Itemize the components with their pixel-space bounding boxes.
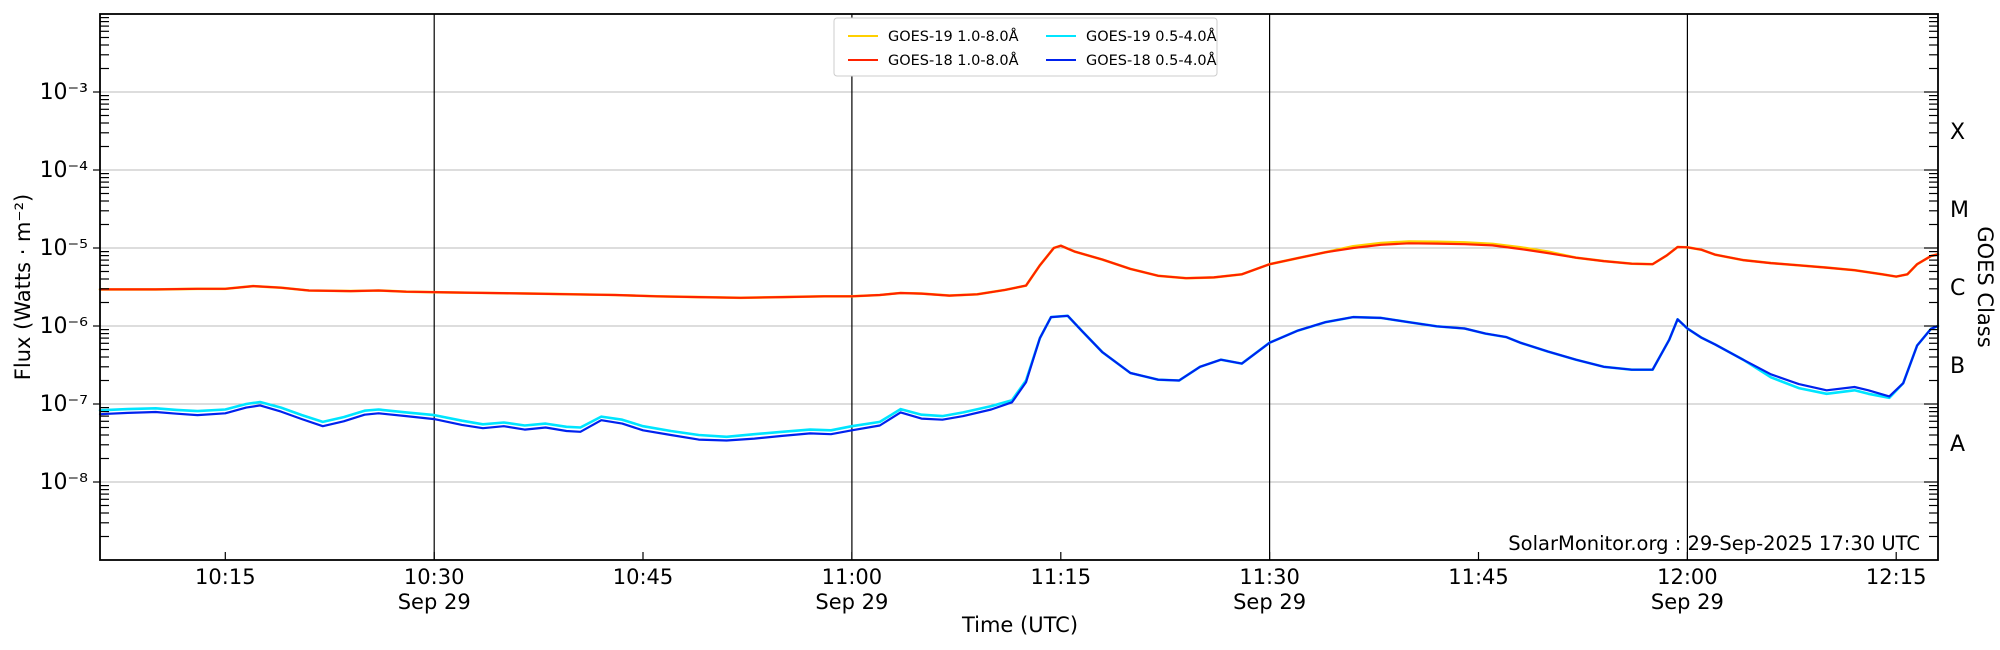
goes-class-label-m: M	[1950, 198, 1969, 223]
legend-item: GOES-19 0.5-4.0Å	[1046, 28, 1217, 45]
plot-frame	[99, 13, 1939, 561]
axis-ticks	[93, 17, 1938, 560]
goes-class-labels: X M C B A	[1950, 120, 1969, 457]
watermark-text: SolarMonitor.org : 29-Sep-2025 17:30 UTC	[1508, 532, 1920, 555]
series-line-goes-18-1-0-8-0	[98, 242, 1940, 299]
x-tick-label: 12:00	[1657, 565, 1718, 589]
y-tick-labels: 10⁻³ 10⁻⁴ 10⁻⁵ 10⁻⁶ 10⁻⁷ 10⁻⁸	[40, 80, 89, 495]
y-tick-label: 10⁻⁴	[40, 158, 89, 183]
legend-label-goes-18-0-5-4-0: GOES-18 0.5-4.0Å	[1086, 52, 1217, 69]
x-tick-day-label: Sep 29	[398, 590, 471, 614]
legend-item: GOES-18 0.5-4.0Å	[1046, 52, 1217, 69]
legend-label-goes-18-1-0-8-0: GOES-18 1.0-8.0Å	[888, 52, 1019, 69]
legend: GOES-19 1.0-8.0Å GOES-18 1.0-8.0Å GOES-19 …	[833, 17, 1218, 77]
x-tick-day-label: Sep 29	[1651, 590, 1724, 614]
legend-item: GOES-19 1.0-8.0Å	[848, 28, 1019, 45]
y-tick-label: 10⁻⁵	[40, 236, 88, 261]
x-tick-label: 11:30	[1239, 565, 1300, 589]
x-tick-label: 10:45	[613, 565, 674, 589]
legend-box	[833, 17, 1218, 77]
goes-class-label-c: C	[1950, 276, 1965, 301]
x-tick-label: 12:15	[1866, 565, 1927, 589]
legend-label-goes-19-1-0-8-0: GOES-19 1.0-8.0Å	[888, 28, 1019, 45]
legend-label-goes-19-0-5-4-0: GOES-19 0.5-4.0Å	[1086, 28, 1217, 45]
y-tick-label: 10⁻⁸	[40, 470, 89, 495]
x-tick-label: 10:15	[195, 565, 256, 589]
legend-item: GOES-18 1.0-8.0Å	[848, 52, 1019, 69]
y-tick-label: 10⁻³	[40, 80, 88, 105]
x-tick-label: 10:30	[404, 565, 465, 589]
time-marker-lines	[433, 14, 1689, 560]
goes-class-label-x: X	[1950, 120, 1965, 145]
flux-series	[98, 240, 1940, 442]
x-axis-title: Time (UTC)	[961, 613, 1078, 637]
series-line-goes-19-1-0-8-0	[98, 240, 1940, 300]
y-tick-label: 10⁻⁶	[40, 314, 89, 339]
y-axis-title: Flux (Watts · m⁻²)	[11, 194, 35, 380]
x-tick-label: 11:45	[1448, 565, 1509, 589]
x-tick-label: 11:00	[822, 565, 883, 589]
series-line-goes-19-0-5-4-0	[98, 314, 1940, 439]
x-tick-day-label: Sep 29	[1233, 590, 1306, 614]
series-line-goes-18-0-5-4-0	[98, 314, 1940, 442]
right-axis-title: GOES Class	[1973, 226, 1997, 347]
y-tick-label: 10⁻⁷	[40, 392, 88, 417]
x-tick-label: 11:15	[1031, 565, 1092, 589]
goes-class-label-a: A	[1950, 432, 1965, 457]
goes-class-label-b: B	[1950, 354, 1965, 379]
x-tick-day-label: Sep 29	[815, 590, 888, 614]
gridlines	[100, 91, 1938, 483]
